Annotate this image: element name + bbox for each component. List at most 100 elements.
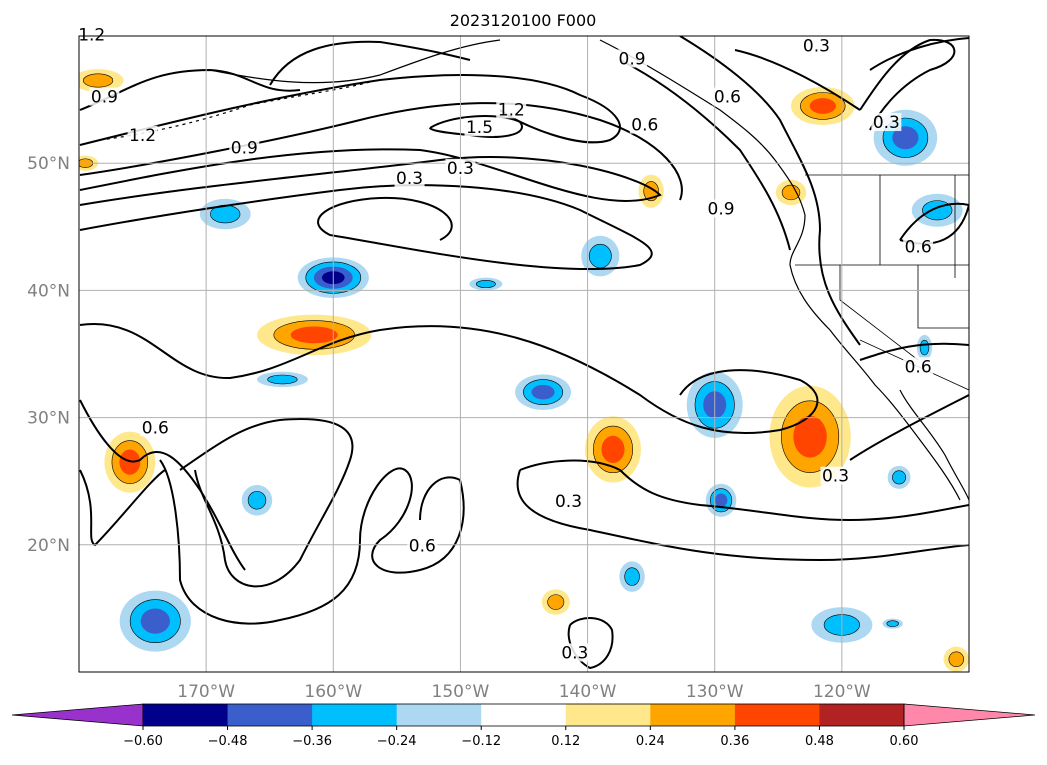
anomaly-level (475, 280, 496, 289)
anomaly-blob (775, 179, 807, 206)
colorbar-segment (143, 704, 229, 726)
colorbar: −0.60 −0.48 −0.36 −0.24 −0.12 0.12 0.24 0.36 0.4… (11, 703, 1036, 749)
us-state-lines (795, 175, 969, 391)
anomaly-level (531, 384, 555, 400)
contour-label-text: 0.6 (142, 418, 169, 438)
graticule (79, 36, 969, 672)
contour-line (859, 342, 969, 361)
contour-line (734, 49, 861, 111)
contour-label-halo (89, 87, 120, 106)
contour-label-text: 0.3 (873, 113, 900, 133)
contour-label: 1.2 (127, 125, 158, 146)
colorbar-frame (142, 703, 905, 727)
latitude-tick-label: 50°N (27, 154, 70, 174)
contour-label: 1.2 (496, 100, 527, 120)
anomaly-blob (469, 277, 503, 291)
contour-label-text: 1.2 (498, 100, 525, 120)
longitude-tick-label: 130°W (686, 682, 744, 702)
contour-line (79, 148, 662, 206)
colorbar-extend-low (11, 703, 144, 727)
contour-label-halo (464, 118, 495, 137)
contour-label: 0.9 (89, 87, 120, 108)
contour-label: 1.2 (76, 25, 107, 45)
contour-label-halo (127, 125, 158, 144)
longitude-tick-label: 120°W (813, 682, 871, 702)
longitude-labels: 170°W 160°W 150°W 140°W 130°W 120°W (177, 682, 871, 702)
anomaly-level (290, 326, 338, 344)
anomaly-blob (791, 86, 855, 126)
anomaly-level (82, 73, 114, 88)
longitude-tick-label: 140°W (559, 682, 617, 702)
shaded-anomaly-layer (79, 69, 969, 672)
contour-label-text: 0.3 (396, 169, 423, 189)
contour-label: 0.9 (617, 49, 648, 69)
contour-label-halo (617, 49, 648, 68)
contour-label: 1.5 (464, 118, 495, 138)
contour-label: 0.3 (559, 643, 590, 663)
contour-label-text: 0.3 (822, 467, 849, 487)
anomaly-level (948, 651, 965, 668)
contour-label-halo (903, 237, 934, 256)
contour-label-halo (903, 357, 934, 376)
contour-line (849, 394, 969, 461)
colorbar-tick-label: 0.36 (720, 734, 749, 749)
contour-labels: 1.20.30.90.9 0.61.20.6 0.31.2 1.50.90.30.30… (76, 25, 934, 663)
colorbar-segment (565, 704, 651, 726)
colorbar-segment (481, 704, 567, 726)
anomaly-level (781, 184, 801, 201)
colorbar-tick-label: −0.12 (461, 734, 501, 749)
anomaly-blob (943, 646, 969, 672)
baja-coastline (899, 389, 969, 501)
contour-label-text: 0.9 (91, 88, 118, 108)
contour-label: 0.3 (394, 169, 425, 189)
colorbar-extend-high (903, 703, 1036, 727)
contour-label-halo (820, 466, 851, 485)
contour-label-halo (706, 199, 737, 218)
contour-line (619, 59, 791, 251)
map-title: 2023120100 F000 (450, 11, 597, 30)
anomaly-blob (199, 198, 251, 230)
colorbar-segment (734, 704, 820, 726)
contour-label-text: 1.2 (129, 126, 156, 146)
contour-label-halo (140, 418, 171, 437)
anomaly-blob (541, 589, 570, 615)
anomaly-level (267, 374, 298, 385)
contour-line (679, 36, 861, 346)
contour-line (179, 418, 354, 588)
anomaly-level (624, 567, 640, 586)
contour-label-halo (871, 113, 902, 132)
anomaly-level (793, 415, 827, 458)
anomaly-level (919, 339, 930, 356)
contour-line (79, 74, 621, 146)
colorbar-tick-label: −0.48 (208, 734, 248, 749)
contour-label-text: 0.6 (905, 357, 932, 377)
longitude-tick-label: 170°W (177, 682, 235, 702)
contour-label-text: 0.6 (905, 238, 932, 258)
contour-label: 0.3 (820, 466, 851, 487)
contour-line (269, 40, 471, 86)
colorbar-tick-label: −0.24 (377, 734, 417, 749)
map-frame (78, 35, 970, 673)
anomaly-blob (619, 561, 645, 592)
contour-label-halo (76, 25, 107, 44)
longitude-tick-label: 160°W (304, 682, 362, 702)
contour-label-halo (496, 100, 527, 119)
contour-label-text: 1.2 (78, 25, 105, 45)
anomaly-level (809, 98, 836, 114)
contour-label-text: 0.6 (409, 537, 436, 557)
contour-label-halo (445, 158, 476, 177)
contour-label-text: 0.6 (631, 116, 658, 136)
contour-line (79, 399, 246, 571)
anomaly-blob (705, 483, 737, 517)
colorbar-segment (650, 704, 736, 726)
anomaly-blob (585, 416, 641, 483)
contour-line (516, 469, 969, 562)
alaska-coastline (209, 39, 501, 84)
contour-label: 0.6 (712, 87, 743, 108)
anomaly-blob (257, 314, 372, 356)
political-borders (795, 174, 969, 391)
anomaly-blob (297, 257, 369, 299)
contour-label: 0.9 (229, 138, 260, 158)
latitude-tick-label: 40°N (27, 281, 70, 301)
